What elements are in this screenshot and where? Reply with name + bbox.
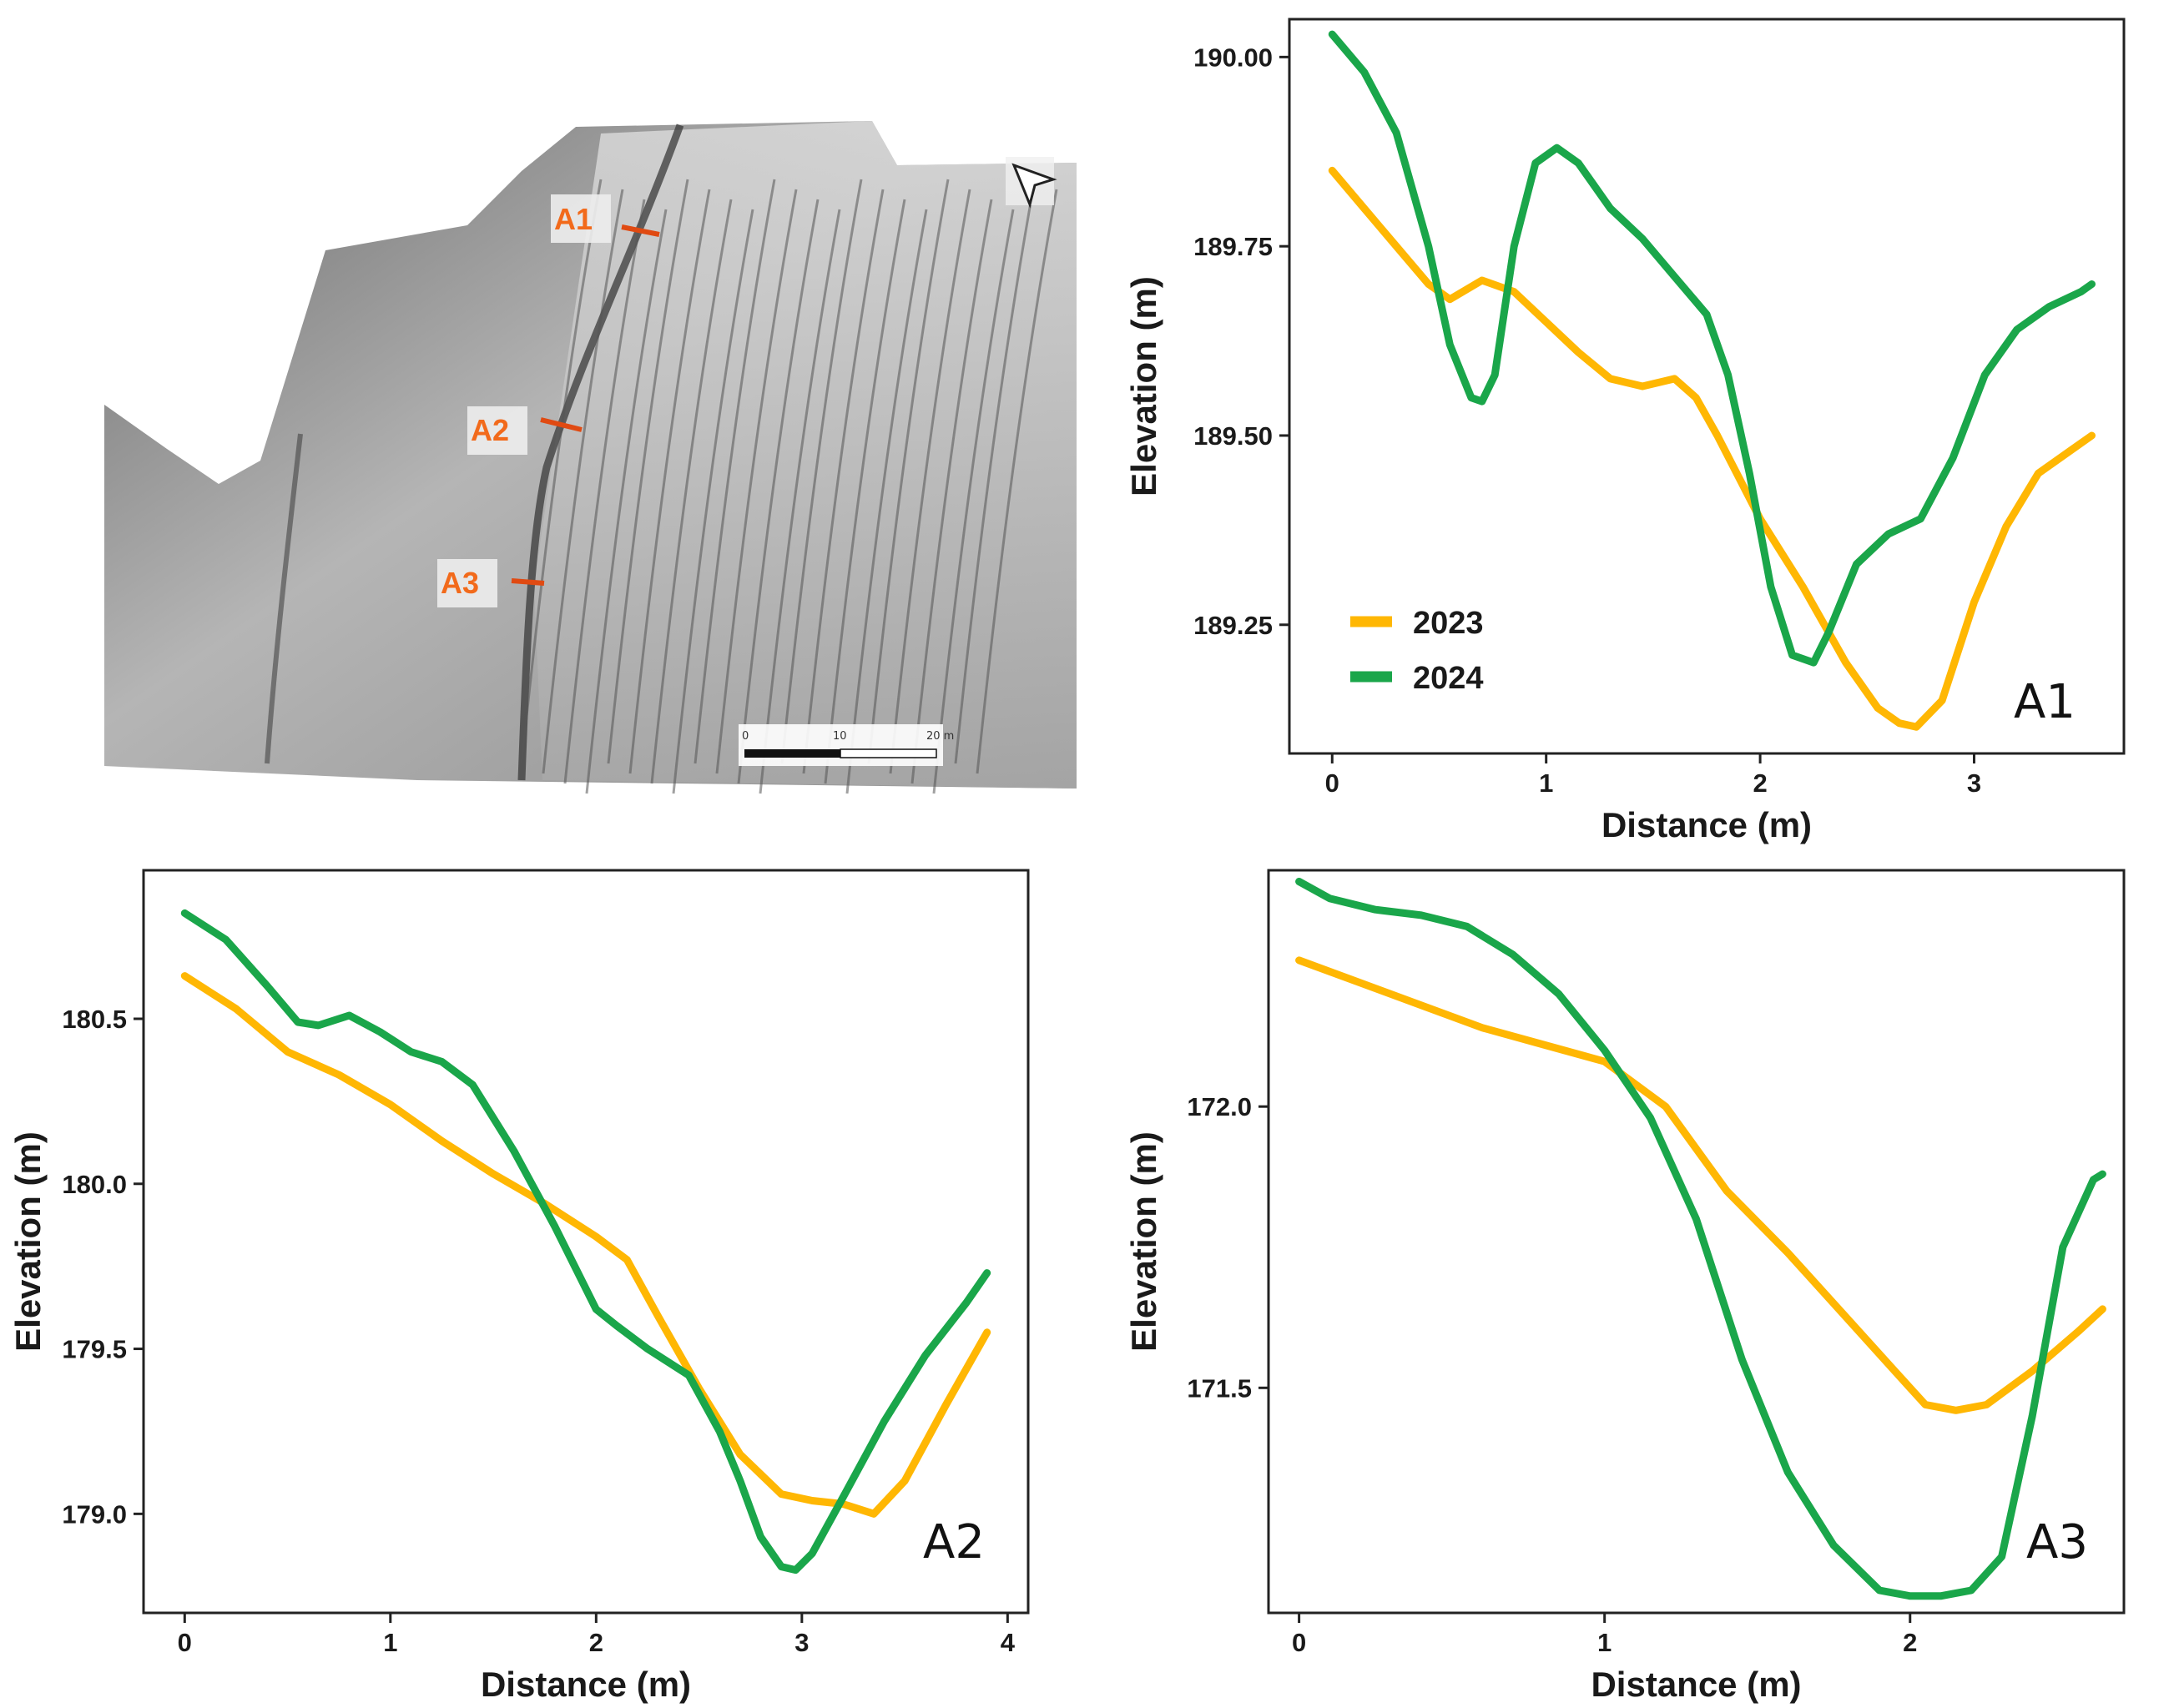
map-rill xyxy=(607,179,689,764)
y-tick-label: 189.25 xyxy=(1193,611,1273,640)
y-tick-label: 179.5 xyxy=(62,1335,127,1364)
map-rill xyxy=(802,189,885,774)
north-arrow-icon xyxy=(1011,163,1057,209)
y-tick-label: 190.00 xyxy=(1193,43,1273,72)
profile-marker-a2 xyxy=(540,417,583,432)
series-line-2024 xyxy=(1328,30,2096,667)
map-rill xyxy=(824,199,906,784)
series-line-2024 xyxy=(1295,878,2106,1600)
series-line-2023 xyxy=(180,972,991,1518)
y-tick-label: 180.5 xyxy=(62,1005,127,1034)
y-axis-label: Elevation (m) xyxy=(1124,1131,1163,1352)
map-rill xyxy=(932,209,1015,794)
map-rill xyxy=(910,199,993,784)
panel-label: A3 xyxy=(2026,1515,2088,1569)
map-label-a3: A3 xyxy=(441,566,479,600)
map-label-bg-a2 xyxy=(467,406,527,455)
panel-label: A1 xyxy=(2014,675,2076,729)
map-rill xyxy=(542,189,624,774)
panel-label: A2 xyxy=(923,1515,985,1569)
x-tick-label: 3 xyxy=(794,1628,809,1657)
scale-tick-0: 0 xyxy=(742,730,749,743)
chart-a3: 171.5 172.0 0 1 2 Distance (m) Elevation (m) A3 xyxy=(1124,869,2126,1704)
x-axis-label: Distance (m) xyxy=(1591,1665,1801,1704)
map-rill xyxy=(628,189,711,774)
scale-tick-10: 10 xyxy=(833,730,847,743)
y-tick-label: 189.75 xyxy=(1193,232,1273,261)
map-rill xyxy=(715,189,798,774)
y-tick-label: 189.50 xyxy=(1193,421,1273,451)
series-line-2023 xyxy=(1328,166,2096,731)
map-rill xyxy=(845,209,928,794)
x-tick-label: 2 xyxy=(589,1628,603,1657)
x-tick-label: 2 xyxy=(1753,768,1767,798)
profile-marker-a3 xyxy=(511,578,545,586)
map-rill xyxy=(737,199,820,784)
x-tick-label: 4 xyxy=(1001,1628,1016,1657)
chart-a2: 179.0 179.5 180.0 180.5 0 1 2 3 4 Distance (m) Ele… xyxy=(8,869,1030,1704)
map-rill xyxy=(650,199,733,784)
map-rills xyxy=(520,179,1058,794)
scale-bar-bg xyxy=(739,724,943,766)
x-tick-label: 1 xyxy=(383,1628,397,1657)
y-axis-label: Elevation (m) xyxy=(8,1131,48,1352)
legend-label-2024: 2024 xyxy=(1413,661,1484,696)
map-rill xyxy=(585,209,668,794)
plot-frame xyxy=(1288,18,2126,755)
map-rill xyxy=(694,179,776,764)
map-label-bg-a3 xyxy=(437,559,497,607)
y-tick-label: 180.0 xyxy=(62,1170,127,1199)
scale-bar-black xyxy=(744,749,840,758)
x-tick-label: 0 xyxy=(1292,1628,1306,1657)
map-rill xyxy=(520,179,603,764)
y-tick-label: 171.5 xyxy=(1187,1373,1252,1403)
plot-frame xyxy=(142,869,1030,1615)
x-axis-label: Distance (m) xyxy=(481,1665,691,1704)
x-tick-label: 3 xyxy=(1967,768,1981,798)
chart-a1: 189.25 189.50 189.75 190.00 0 1 2 3 Distance (m)… xyxy=(1124,18,2126,844)
map-label-a1: A1 xyxy=(554,202,593,236)
hillshade-map: A1 A2 A3 0 10 20 m xyxy=(104,121,1077,794)
x-tick-label: 1 xyxy=(1539,768,1553,798)
x-tick-label: 2 xyxy=(1903,1628,1917,1657)
map-rill xyxy=(867,179,950,764)
series-line-2024 xyxy=(180,909,991,1574)
y-axis-label: Elevation (m) xyxy=(1124,276,1163,496)
plot-frame xyxy=(1267,869,2126,1615)
map-label-a2: A2 xyxy=(471,413,509,447)
map-gully-left xyxy=(265,433,303,764)
x-tick-label: 0 xyxy=(178,1628,192,1657)
scale-tick-20: 20 m xyxy=(926,730,954,743)
legend-label-2023: 2023 xyxy=(1413,606,1484,641)
map-rill xyxy=(759,209,841,794)
map-rill xyxy=(563,199,646,784)
y-tick-label: 172.0 xyxy=(1187,1092,1252,1121)
x-tick-label: 1 xyxy=(1597,1628,1612,1657)
x-axis-label: Distance (m) xyxy=(1601,805,1812,844)
y-tick-label: 179.0 xyxy=(62,1499,127,1529)
map-rill xyxy=(976,189,1058,774)
profile-marker-a1 xyxy=(621,224,660,237)
map-rill xyxy=(672,209,754,794)
x-tick-label: 0 xyxy=(1325,768,1339,798)
map-rill xyxy=(889,189,971,774)
scale-bar-white xyxy=(840,748,937,758)
map-rill xyxy=(954,179,1037,764)
map-label-bg-a1 xyxy=(551,194,611,243)
series-line-2023 xyxy=(1295,956,2106,1414)
map-rill xyxy=(780,179,863,764)
